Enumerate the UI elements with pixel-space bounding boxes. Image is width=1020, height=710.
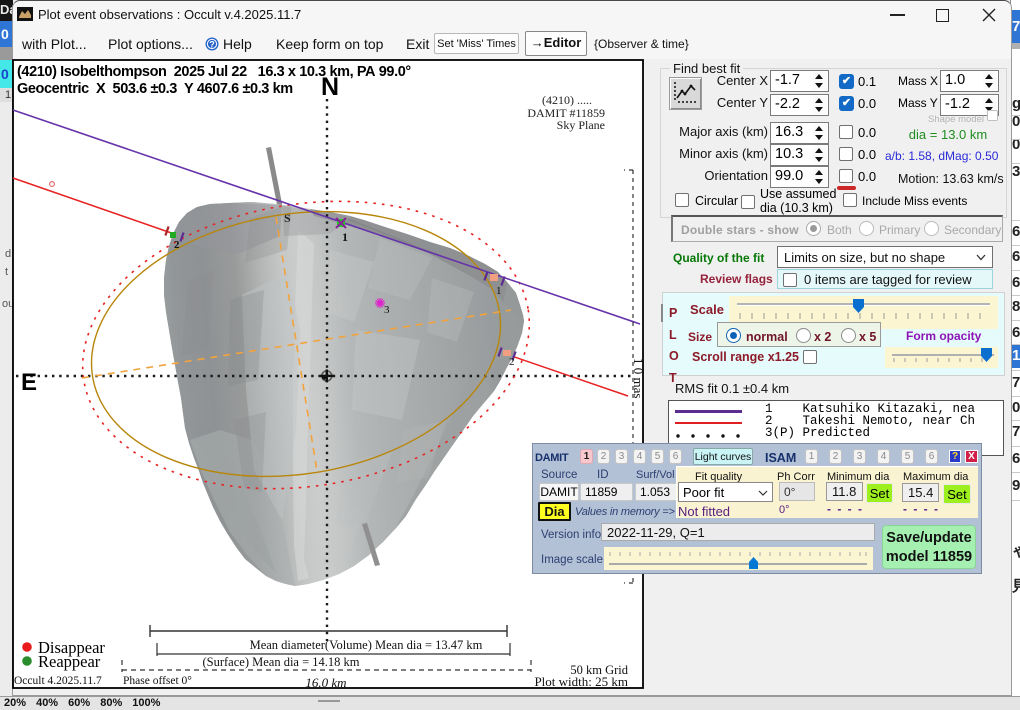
svg-text:?: ? (209, 39, 215, 49)
svg-text:S: S (284, 211, 291, 225)
svg-text:(4210) Isobelthompson 2025 Ju: (4210) Isobelthompson 2025 Jul 22 16.3 x… (17, 64, 411, 80)
svg-text:16.0 km: 16.0 km (305, 675, 346, 690)
svg-text:2: 2 (174, 239, 180, 251)
svg-text:(4210) .....: (4210) ..... (542, 93, 592, 107)
svg-text:N: N (321, 73, 339, 101)
svg-text:Occult 4.2025.11.7: Occult 4.2025.11.7 (14, 675, 102, 687)
svg-text:(Surface) Mean dia = 14.18 km: (Surface) Mean dia = 14.18 km (202, 655, 359, 669)
svg-text:1: 1 (496, 285, 502, 297)
svg-text:Sky Plane: Sky Plane (557, 118, 605, 132)
svg-text:Geocentric X 503.6 ±0.3 Y 4: Geocentric X 503.6 ±0.3 Y 4607.6 ±0.3 km (17, 81, 293, 97)
svg-text:Mean diameter(Volume) Mean dia: Mean diameter(Volume) Mean dia = 13.47 k… (250, 638, 483, 652)
svg-text:Reappear: Reappear (38, 652, 101, 671)
svg-text:Plot width: 25 km: Plot width: 25 km (534, 674, 628, 689)
svg-text:1: 1 (342, 230, 348, 244)
svg-text:2: 2 (509, 356, 515, 368)
svg-text:DAMIT #11859: DAMIT #11859 (527, 106, 605, 120)
svg-text:3: 3 (384, 304, 390, 316)
svg-text:1 0 mas: 1 0 mas (631, 358, 644, 398)
svg-text:Phase offset 0°: Phase offset 0° (123, 675, 192, 687)
svg-text:E: E (21, 369, 37, 396)
svg-text:Disappear: Disappear (38, 638, 105, 657)
svg-text:50 km Grid: 50 km Grid (570, 663, 628, 677)
